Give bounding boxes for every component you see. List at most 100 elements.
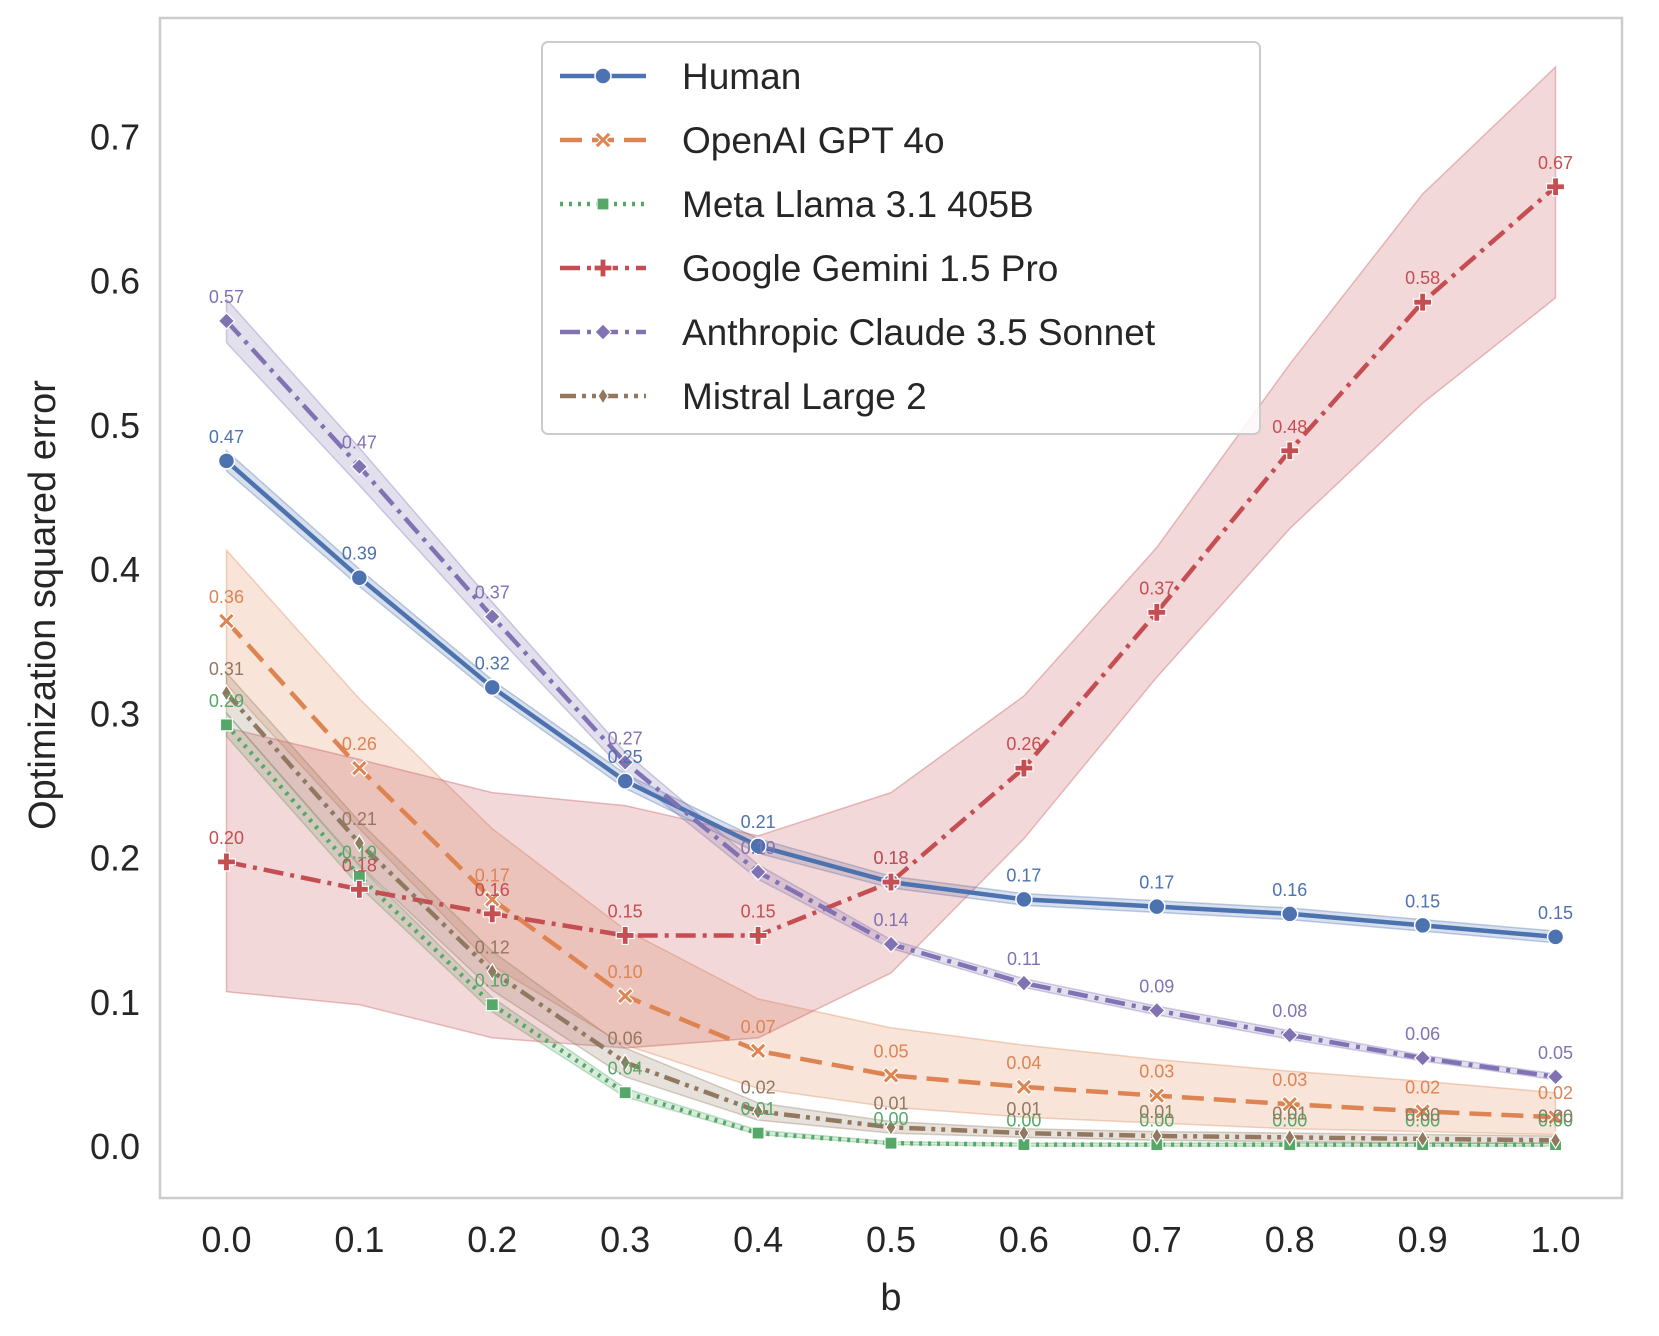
data-label-openai-gpt-4o-6: 0.04: [1006, 1053, 1041, 1073]
data-label-mistral-large-2-1: 0.21: [342, 809, 377, 829]
marker-mistral-large-2-9: [1416, 1129, 1429, 1148]
marker-anthropic-claude-3-5-sonnet-8: [1280, 1026, 1299, 1044]
marker-openai-gpt-4o-2: [483, 890, 502, 909]
data-labels: 0.470.390.320.250.210.180.17 0.17 0.160.15…: [209, 153, 1573, 1131]
legend-marker-mistral-large-2: [597, 386, 609, 406]
data-label-anthropic-claude-3-5-sonnet-5: 0.14: [873, 910, 908, 930]
y-tick-label-4: 0.4: [90, 549, 140, 590]
legend-label-meta-llama-3-1-405b: Meta Llama 3.1 405B: [682, 184, 1034, 225]
marker-openai-gpt-4o-7: [1147, 1086, 1166, 1105]
marker-mistral-large-2-10: [1549, 1131, 1562, 1150]
marker-mistral-large-2-3: [619, 1053, 631, 1072]
data-label-mistral-large-2-3: 0.06: [608, 1028, 643, 1048]
data-label-google-gemini-1-5-pro-3: 0.15: [608, 901, 643, 921]
y-tick-label-1: 0.1: [90, 982, 140, 1023]
data-label-meta-llama-3-1-405b-7: 0.00: [1139, 1111, 1174, 1131]
marker-openai-gpt-4o-1: [350, 759, 369, 777]
marker-mistral-large-2-0: [220, 683, 233, 703]
legend: Human OpenAI GPT 4o Meta Llama 3.1 405B Goo…: [541, 41, 1261, 435]
data-label-google-gemini-1-5-pro-6: 0.26: [1006, 734, 1041, 754]
data-label-mistral-large-2-2: 0.12: [475, 938, 510, 958]
data-label-meta-llama-3-1-405b-0: 0.29: [209, 691, 244, 711]
x-tick-label-7: 0.7: [1132, 1219, 1182, 1260]
line-google-gemini-1-5-pro: [226, 185, 1557, 938]
data-label-openai-gpt-4o-7: 0.03: [1139, 1062, 1174, 1082]
marker-google-gemini-1-5-pro-2: [482, 904, 502, 924]
marker-anthropic-claude-3-5-sonnet-4: [749, 863, 767, 881]
data-label-human-4: 0.21: [741, 812, 776, 832]
marker-anthropic-claude-3-5-sonnet-10: [1546, 1067, 1565, 1086]
data-label-human-6: 0.17: [1006, 865, 1041, 885]
marker-google-gemini-1-5-pro-8: [1280, 441, 1300, 461]
data-label-human-7: 0.17: [1139, 873, 1174, 893]
data-label-openai-gpt-4o-3: 0.10: [608, 962, 643, 982]
marker-human-1: [350, 568, 369, 587]
marker-meta-llama-3-1-405b-4: [751, 1126, 765, 1140]
marker-openai-gpt-4o-0: [217, 612, 236, 630]
data-label-anthropic-claude-3-5-sonnet-4: 0.19: [741, 838, 776, 858]
marker-meta-llama-3-1-405b-2: [485, 998, 499, 1012]
y-tick-label-0: 0.0: [90, 1126, 140, 1167]
series-markers: [216, 177, 1566, 1152]
marker-anthropic-claude-3-5-sonnet-3: [616, 753, 635, 772]
data-label-anthropic-claude-3-5-sonnet-1: 0.47: [342, 433, 377, 453]
marker-meta-llama-3-1-405b-5: [884, 1136, 898, 1150]
data-label-human-9: 0.15: [1405, 891, 1440, 911]
legend-marker-human: [594, 67, 612, 85]
x-tick-label-10: 1.0: [1531, 1219, 1581, 1260]
marker-mistral-large-2-4: [752, 1102, 764, 1121]
legend-label-openai-gpt-4o: OpenAI GPT 4o: [682, 120, 945, 161]
data-label-google-gemini-1-5-pro-9: 0.58: [1405, 268, 1440, 288]
marker-human-2: [483, 678, 502, 697]
data-label-mistral-large-2-5: 0.01: [873, 1093, 908, 1113]
marker-google-gemini-1-5-pro-4: [748, 925, 768, 946]
x-axis-title: b: [880, 1277, 901, 1319]
data-label-mistral-large-2-9: 0.00: [1405, 1105, 1440, 1125]
data-label-human-1: 0.39: [342, 544, 377, 564]
data-label-meta-llama-3-1-405b-2: 0.10: [475, 971, 510, 991]
line-openai-gpt-4o: [224, 619, 1556, 1120]
data-label-openai-gpt-4o-0: 0.36: [209, 587, 244, 607]
line-meta-llama-3-1-405b: [224, 723, 1556, 1147]
data-label-openai-gpt-4o-4: 0.07: [741, 1017, 776, 1037]
data-label-mistral-large-2-8: 0.01: [1272, 1103, 1307, 1123]
legend-label-human: Human: [682, 56, 801, 97]
x-tick-label-9: 0.9: [1398, 1219, 1448, 1260]
y-tick-label-3: 0.3: [90, 693, 140, 734]
y-axis-ticks: 0.0 0.1 0.2 0.3 0.4 0.5 0.6 0.7: [90, 116, 140, 1167]
legend-label-mistral-large-2: Mistral Large 2: [682, 376, 927, 417]
marker-human-8: [1280, 905, 1299, 923]
marker-human-6: [1015, 890, 1033, 909]
marker-human-0: [217, 452, 236, 470]
data-label-anthropic-claude-3-5-sonnet-3: 0.27: [608, 728, 643, 748]
x-axis-ticks: 0.0 0.1 0.2 0.3 0.4 0.5 0.6 0.7 0.8 0.9 1.0: [201, 1219, 1580, 1260]
data-label-anthropic-claude-3-5-sonnet-7: 0.09: [1139, 976, 1174, 996]
marker-meta-llama-3-1-405b-3: [618, 1086, 632, 1100]
data-label-anthropic-claude-3-5-sonnet-8: 0.08: [1272, 1001, 1307, 1021]
legend-marker-openai-gpt-4o: [594, 131, 612, 149]
marker-human-7: [1148, 897, 1166, 916]
marker-openai-gpt-4o-8: [1280, 1095, 1299, 1114]
legend-label-anthropic-claude-3-5-sonnet: Anthropic Claude 3.5 Sonnet: [682, 312, 1156, 353]
data-label-anthropic-claude-3-5-sonnet-6: 0.11: [1007, 949, 1041, 969]
data-label-google-gemini-1-5-pro-2: 0.16: [475, 880, 510, 900]
data-label-meta-llama-3-1-405b-8: 0.00: [1272, 1111, 1307, 1131]
marker-mistral-large-2-8: [1284, 1128, 1296, 1147]
data-label-meta-llama-3-1-405b-6: 0.00: [1006, 1111, 1041, 1131]
data-label-mistral-large-2-6: 0.01: [1006, 1099, 1041, 1119]
marker-anthropic-claude-3-5-sonnet-2: [483, 607, 502, 626]
marker-openai-gpt-4o-4: [749, 1042, 767, 1060]
marker-human-10: [1546, 928, 1565, 946]
marker-google-gemini-1-5-pro-0: [216, 852, 237, 872]
marker-google-gemini-1-5-pro-1: [349, 879, 369, 899]
data-label-meta-llama-3-1-405b-3: 0.04: [608, 1059, 643, 1079]
data-label-anthropic-claude-3-5-sonnet-9: 0.06: [1405, 1024, 1440, 1044]
marker-google-gemini-1-5-pro-7: [1147, 602, 1167, 622]
data-label-meta-llama-3-1-405b-9: 0.00: [1405, 1111, 1440, 1131]
data-label-human-2: 0.32: [475, 653, 510, 673]
marker-openai-gpt-4o-10: [1546, 1108, 1565, 1127]
marker-google-gemini-1-5-pro-10: [1545, 177, 1566, 197]
data-label-mistral-large-2-10: 0.00: [1538, 1106, 1573, 1126]
data-label-openai-gpt-4o-2: 0.17: [475, 865, 510, 885]
